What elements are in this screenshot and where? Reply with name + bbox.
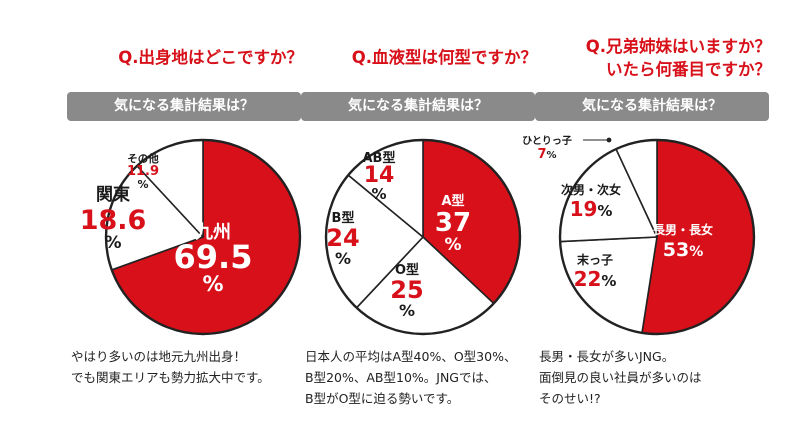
slice-percent-sign: % bbox=[444, 235, 461, 255]
slice-percent-sign: % bbox=[202, 272, 223, 296]
slice-name: 九州 bbox=[194, 222, 231, 243]
panel-blood-type: Q.血液型は何型ですか？ 気になる集計結果は？ A型 37% O型 25% B型 24% A… bbox=[301, 0, 537, 448]
slice-name: 末っ子 bbox=[577, 252, 613, 267]
slice-value: 53% bbox=[663, 239, 703, 261]
caption-line: 日本人の平均はA型40%、O型30%、 bbox=[305, 349, 517, 364]
caption-siblings: 長男・長女が多いJNG。 面倒見の良い社員が多いのは そのせい!? bbox=[539, 346, 702, 409]
slice-name: B型 bbox=[332, 210, 355, 226]
result-banner: 気になる集計結果は？ bbox=[535, 92, 769, 121]
slice-name: 関東 bbox=[96, 184, 130, 205]
caption-line: 長男・長女が多いJNG。 bbox=[539, 349, 675, 364]
slice-percent-sign: % bbox=[104, 233, 121, 253]
question-line: Q.出身地はどこですか？ bbox=[118, 48, 303, 67]
question-line: Q.兄弟姉妹はいますか？ bbox=[585, 37, 771, 56]
slice-name: A型 bbox=[441, 193, 464, 209]
slice-name: その他 bbox=[127, 152, 159, 165]
question-siblings: Q.兄弟姉妹はいますか？ いたら何番目ですか？ bbox=[586, 35, 771, 81]
slice-percent-sign: % bbox=[371, 185, 386, 203]
caption-line: B型がO型に迫る勢いです。 bbox=[305, 391, 460, 406]
question-blood-type: Q.血液型は何型ですか？ bbox=[352, 46, 537, 69]
slice-value: 14 bbox=[364, 163, 395, 188]
slice-name: 長男・長女 bbox=[653, 222, 713, 237]
caption-line: B型20%、AB型10%。JNGでは、 bbox=[305, 370, 497, 385]
caption-blood-type: 日本人の平均はA型40%、O型30%、 B型20%、AB型10%。JNGでは、 … bbox=[305, 346, 516, 409]
slice-value: 37 bbox=[435, 208, 471, 238]
pie-outline bbox=[324, 138, 522, 336]
slice-name: 次男・次女 bbox=[561, 182, 621, 197]
pie-slice-1 bbox=[641, 139, 755, 335]
slice-label-1: 長男・長女 53% bbox=[653, 222, 713, 261]
result-banner: 気になる集計結果は？ bbox=[67, 92, 301, 121]
caption-line: そのせい!? bbox=[539, 391, 601, 406]
slice-name: AB型 bbox=[363, 150, 396, 166]
panel-siblings: Q.兄弟姉妹はいますか？ いたら何番目ですか？ 気になる集計結果は？ 長男・長女… bbox=[522, 0, 771, 448]
slice-value: 24 bbox=[326, 224, 359, 252]
slice-percent-sign: % bbox=[335, 249, 351, 268]
slice-percent-sign: % bbox=[399, 301, 415, 320]
result-banner: 気になる集計結果は？ bbox=[301, 92, 535, 121]
caption-line: でも関東エリアも勢力拡大中です。 bbox=[71, 370, 270, 385]
slice-name: O型 bbox=[395, 262, 419, 278]
caption-line: やはり多いのは地元九州出身！ bbox=[71, 349, 247, 364]
caption-line: 面倒見の良い社員が多いのは bbox=[539, 370, 702, 385]
question-hometown: Q.出身地はどこですか？ bbox=[118, 46, 303, 69]
leader-dot bbox=[606, 137, 612, 143]
pie-outline bbox=[558, 138, 756, 336]
panel-hometown: Q.出身地はどこですか？ 気になる集計結果は？ 九州 69.5% 関東 18.6% その… bbox=[67, 0, 303, 448]
caption-hometown: やはり多いのは地元九州出身！ でも関東エリアも勢力拡大中です。 bbox=[71, 346, 270, 388]
slice-value: 19% bbox=[570, 197, 613, 221]
slice-value: 11.9 bbox=[127, 164, 159, 179]
question-line: いたら何番目ですか？ bbox=[606, 60, 771, 79]
question-line: Q.血液型は何型ですか？ bbox=[351, 48, 537, 67]
slice-value: 69.5 bbox=[174, 238, 253, 276]
slice-percent-sign: % bbox=[137, 178, 148, 191]
slice-value: 7% bbox=[537, 147, 556, 162]
slice-name: ひとりっ子 bbox=[522, 135, 572, 147]
slice-value: 25 bbox=[390, 276, 423, 304]
slice-value: 22% bbox=[574, 267, 617, 291]
slice-value: 18.6 bbox=[80, 205, 147, 236]
pie-outline bbox=[104, 138, 302, 336]
